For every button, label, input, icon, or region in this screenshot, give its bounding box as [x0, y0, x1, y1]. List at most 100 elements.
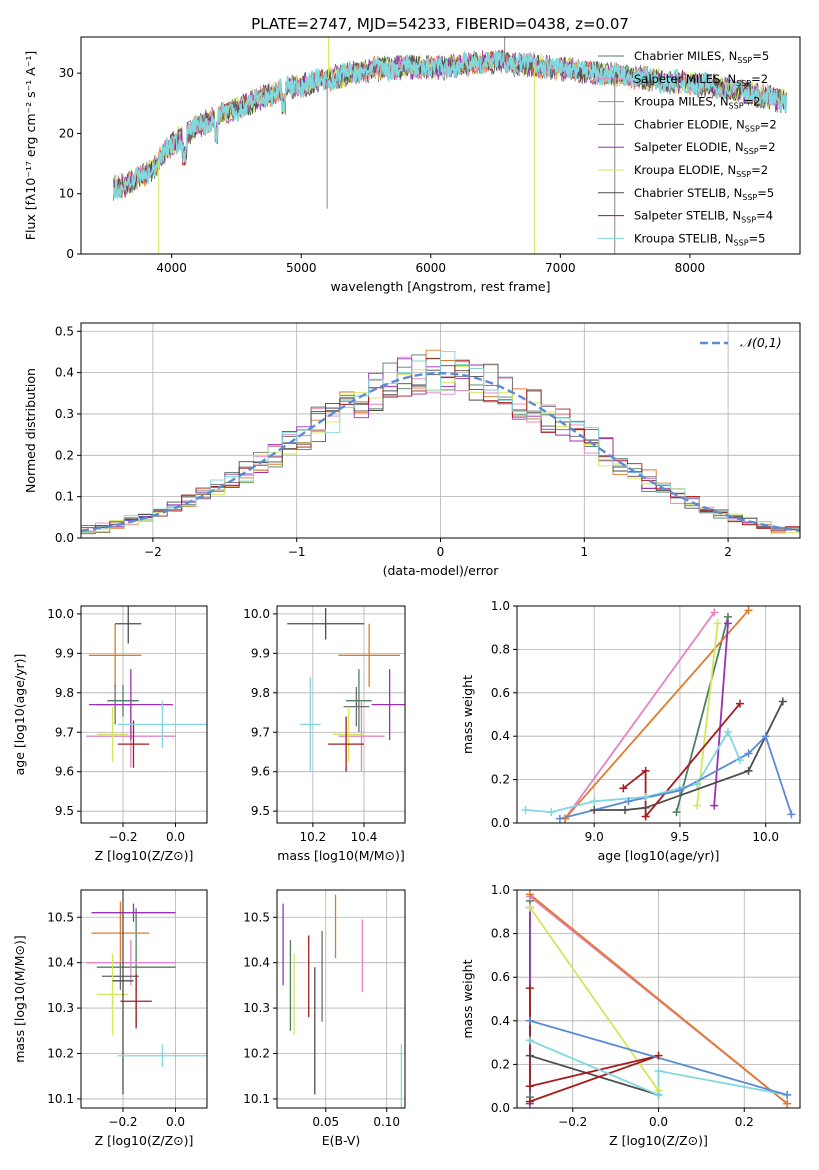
x-tick-label: 0 — [437, 545, 445, 559]
plot-area — [81, 349, 800, 538]
weight-marker — [525, 1097, 534, 1106]
y-tick-label: 0.2 — [491, 773, 510, 787]
y-axis-label: Flux [fλ10⁻¹⁷ erg cm⁻² s⁻¹ A⁻¹] — [23, 51, 38, 240]
y-tick-label: 9.7 — [251, 725, 270, 739]
weight-marker — [672, 808, 681, 817]
x-tick-label: 0.0 — [166, 830, 185, 844]
panel-mass-vs-EBV: 0.05 0.10 10.1 10.2 10.3 10.4 10.5 E(B-V) — [243, 889, 406, 1148]
y-tick-label: 10.0 — [47, 607, 74, 621]
figure-title: PLATE=2747, MJD=54233, FIBERID=0438, z=0… — [251, 15, 629, 33]
x-axis-label: wavelength [Angstrom, rest frame] — [330, 279, 550, 294]
x-tick-label: 0.0 — [166, 1115, 185, 1129]
x-axis-label: age [log10(age/yr)] — [598, 848, 720, 863]
y-tick-label: 0.1 — [55, 490, 74, 504]
plot-area — [86, 890, 207, 1095]
weight-marker — [693, 801, 702, 810]
weight-marker — [654, 1051, 663, 1060]
x-tick-label: 0.0 — [649, 1115, 668, 1129]
histogram-8 — [81, 350, 800, 538]
weight-marker — [525, 1036, 534, 1045]
x-axis-label: Z [log10(Z/Z⊙)] — [95, 848, 194, 863]
y-tick-label: 0.4 — [55, 366, 74, 380]
legend-label: Kroupa ELODIE, NSSP=2 — [634, 163, 768, 179]
y-tick-label: 10.3 — [243, 1001, 270, 1015]
grid-lines — [277, 606, 405, 823]
weight-marker — [693, 779, 702, 788]
y-tick-label: 10.2 — [243, 1047, 270, 1061]
panel-mass-weight-vs-age: 9.0 9.5 10.0 0.0 0.2 0.4 0.6 0.8 1.0 age [log10(a… — [460, 599, 801, 863]
weight-marker — [641, 766, 650, 775]
y-tick-label: 0.6 — [491, 970, 510, 984]
y-tick-label: 0.4 — [491, 1014, 510, 1028]
panel-residuals: −2 −1 0 1 2 0.0 0.1 0.2 0.3 0.4 0.5 (data-model)/er… — [23, 322, 801, 578]
weight-marker — [761, 732, 770, 741]
y-tick-label: 9.6 — [251, 765, 270, 779]
x-tick-label: 1 — [580, 545, 588, 559]
plot-area — [287, 607, 405, 772]
plot-area — [86, 606, 207, 768]
weight-marker — [641, 792, 650, 801]
y-tick-label: 1.0 — [491, 883, 510, 897]
panel-age-vs-mass: 10.2 10.4 9.5 9.6 9.7 9.8 9.9 10.0 mass [log10(M… — [243, 605, 406, 863]
y-tick-label: 9.7 — [55, 725, 74, 739]
panel-age-vs-Z: −0.2 0.0 9.5 9.6 9.7 9.8 9.9 10.0 Z [log10(Z/Z⊙)… — [12, 605, 208, 863]
y-tick-label: 20 — [59, 126, 74, 140]
x-tick-label: 2 — [724, 545, 732, 559]
weight-marker — [525, 903, 534, 912]
weight-marker — [783, 1099, 792, 1108]
y-tick-label: 1.0 — [491, 599, 510, 613]
y-tick-label: 9.9 — [55, 646, 74, 660]
weight-marker — [723, 619, 732, 628]
plot-area — [529, 893, 788, 1105]
axes-frame — [80, 605, 208, 824]
axes-frame — [276, 605, 406, 824]
weight-marker — [713, 619, 722, 628]
weight-marker — [654, 1066, 663, 1075]
weight-marker — [735, 699, 744, 708]
weight-marker — [710, 608, 719, 617]
weight-marker — [547, 808, 556, 817]
y-tick-label: 10 — [59, 187, 74, 201]
legend: 𝒩(0,1) — [700, 335, 782, 350]
weight-marker — [619, 784, 628, 793]
weight-marker — [590, 797, 599, 806]
y-tick-label: 0.8 — [491, 642, 510, 656]
panel-mass-vs-Z: −0.2 0.0 10.1 10.2 10.3 10.4 10.5 Z [log10(Z/Z⊙… — [12, 889, 208, 1148]
weight-marker — [778, 697, 787, 706]
y-axis-label: mass weight — [460, 675, 475, 754]
weight-marker — [525, 1082, 534, 1091]
weight-marker — [525, 984, 534, 993]
y-tick-label: 9.5 — [251, 804, 270, 818]
legend-label: Chabrier STELIB, NSSP=5 — [634, 186, 774, 202]
y-tick-label: 10.4 — [47, 956, 74, 970]
weight-marker — [744, 766, 753, 775]
weight-marker — [590, 805, 599, 814]
y-tick-label: 9.5 — [55, 804, 74, 818]
x-axis-label: mass [log10(M/M⊙)] — [277, 848, 405, 863]
legend-label: 𝒩(0,1) — [740, 335, 782, 350]
x-tick-label: 9.5 — [670, 830, 689, 844]
y-tick-label: 9.8 — [55, 686, 74, 700]
weight-marker — [787, 810, 796, 819]
normal-curve — [81, 371, 800, 532]
panel-spectrum: 4000 5000 6000 7000 8000 0 10 20 30 wavelength [A… — [23, 36, 801, 294]
x-axis-label: Z [log10(Z/Z⊙)] — [609, 1133, 708, 1148]
y-tick-label: 9.8 — [251, 686, 270, 700]
axes-frame — [516, 889, 801, 1109]
weight-line — [559, 734, 793, 820]
y-tick-label: 9.9 — [251, 646, 270, 660]
axes-frame — [276, 889, 406, 1109]
weight-marker — [783, 1090, 792, 1099]
x-tick-label: −1 — [288, 545, 306, 559]
y-tick-label: 0.2 — [491, 1057, 510, 1071]
y-tick-label: 0.0 — [55, 531, 74, 545]
x-tick-label: 0.2 — [735, 1115, 754, 1129]
weight-marker — [735, 756, 744, 765]
y-tick-label: 10.2 — [47, 1047, 74, 1061]
y-tick-label: 10.5 — [243, 910, 270, 924]
y-axis-label: mass weight — [460, 959, 475, 1038]
y-tick-label: 30 — [59, 66, 74, 80]
weight-marker — [521, 805, 530, 814]
y-tick-label: 0.2 — [55, 448, 74, 462]
